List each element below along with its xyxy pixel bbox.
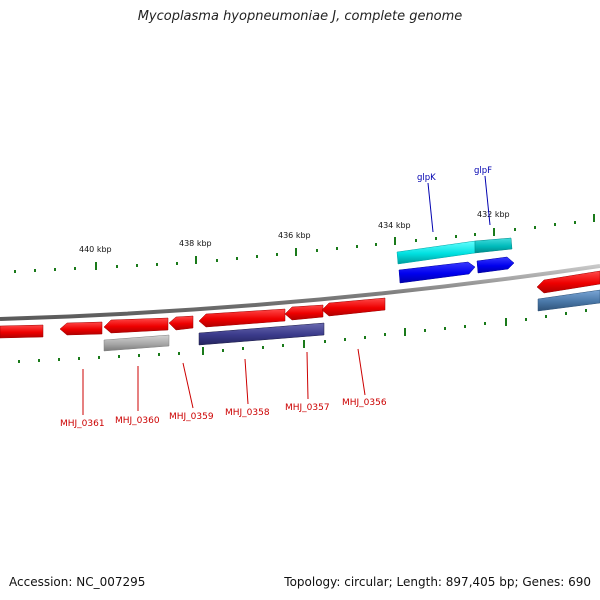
scale-label: 436 kbp bbox=[278, 231, 311, 240]
leader-line bbox=[244, 358, 249, 405]
upper-ticks bbox=[14, 214, 595, 273]
reverse-gene-labels: MHJ_0361 MHJ_0360 MHJ_0359 MHJ_0358 MHJ_… bbox=[60, 348, 387, 429]
left-arrow-icon[interactable] bbox=[59, 321, 103, 336]
genome-backbone bbox=[0, 264, 600, 321]
scale-label: 440 kbp bbox=[79, 245, 112, 254]
scale-label: 432 kbp bbox=[477, 210, 510, 219]
gene-label-glpk[interactable]: glpK bbox=[417, 173, 436, 183]
gene-label-mhj-0356[interactable]: MHJ_0356 bbox=[342, 398, 387, 408]
right-arrow-icon[interactable] bbox=[476, 256, 515, 274]
gene-label-mhj-0358[interactable]: MHJ_0358 bbox=[225, 408, 270, 418]
left-arrow-icon[interactable] bbox=[168, 315, 194, 331]
genome-stats-label: Topology: circular; Length: 897,405 bp; … bbox=[284, 575, 591, 589]
left-arrow-icon[interactable] bbox=[536, 270, 600, 294]
scale-label: 438 kbp bbox=[179, 239, 212, 248]
grey-feature-bar[interactable] bbox=[103, 334, 170, 352]
leader-line bbox=[427, 182, 434, 233]
right-arrow-icon[interactable] bbox=[474, 237, 513, 254]
leader-line bbox=[182, 362, 194, 409]
forward-gene-labels: glpK glpF bbox=[417, 166, 492, 233]
leader-line bbox=[357, 348, 366, 396]
steel-feature-bar[interactable] bbox=[537, 289, 600, 312]
forward-track bbox=[396, 237, 515, 284]
map-title: Mycoplasma hyopneumoniae J, complete gen… bbox=[137, 9, 463, 24]
gene-label-glpf[interactable]: glpF bbox=[474, 166, 492, 176]
gene-label-mhj-0357[interactable]: MHJ_0357 bbox=[285, 403, 330, 413]
right-arrow-icon[interactable] bbox=[398, 261, 476, 284]
gene-label-mhj-0361[interactable]: MHJ_0361 bbox=[60, 419, 105, 429]
left-arrow-icon[interactable] bbox=[284, 304, 324, 321]
left-arrow-icon[interactable] bbox=[0, 324, 44, 339]
scale-label: 434 kbp bbox=[378, 221, 411, 230]
left-arrow-icon[interactable] bbox=[321, 297, 386, 317]
leader-line bbox=[484, 175, 491, 226]
gene-label-mhj-0360[interactable]: MHJ_0360 bbox=[115, 416, 160, 426]
lower-ticks bbox=[18, 309, 587, 363]
left-arrow-icon[interactable] bbox=[198, 308, 286, 328]
accession-label: Accession: NC_007295 bbox=[9, 575, 146, 589]
reverse-track bbox=[0, 270, 600, 352]
scale-labels: 440 kbp 438 kbp 436 kbp 434 kbp 432 kbp bbox=[79, 210, 510, 254]
navy-feature-bar[interactable] bbox=[198, 322, 325, 346]
left-arrow-icon[interactable] bbox=[103, 317, 169, 334]
right-arrow-icon[interactable] bbox=[396, 240, 476, 265]
gene-label-mhj-0359[interactable]: MHJ_0359 bbox=[169, 412, 214, 422]
leader-line bbox=[306, 351, 309, 400]
